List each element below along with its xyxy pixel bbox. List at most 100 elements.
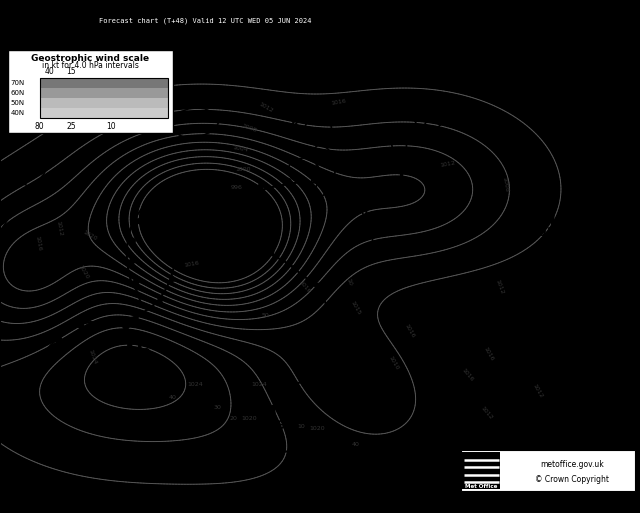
Polygon shape	[311, 176, 320, 183]
Text: L: L	[397, 166, 410, 185]
Text: 15: 15	[67, 67, 76, 76]
Polygon shape	[232, 194, 240, 200]
Text: 1008: 1008	[502, 176, 509, 193]
Text: 1016: 1016	[331, 99, 348, 106]
Text: 1020: 1020	[81, 230, 98, 242]
Text: 1016: 1016	[460, 367, 474, 382]
Text: metoffice.gov.uk: metoffice.gov.uk	[540, 460, 604, 469]
Text: H: H	[126, 332, 143, 352]
Text: 1008: 1008	[241, 123, 258, 133]
Polygon shape	[22, 373, 32, 381]
Polygon shape	[257, 184, 265, 190]
Text: Geostrophic wind scale: Geostrophic wind scale	[31, 54, 149, 63]
Text: 1015: 1015	[349, 300, 361, 316]
Polygon shape	[325, 329, 335, 338]
Polygon shape	[54, 336, 63, 343]
Text: 1007: 1007	[386, 180, 420, 193]
Text: 1016: 1016	[35, 235, 42, 252]
Text: 40N: 40N	[10, 110, 24, 116]
Polygon shape	[75, 323, 84, 330]
Bar	[462, 452, 500, 489]
Text: 1016: 1016	[297, 280, 311, 295]
Text: 1020: 1020	[242, 416, 257, 421]
Text: 996: 996	[231, 185, 243, 190]
Text: 1000: 1000	[236, 167, 251, 172]
Polygon shape	[122, 325, 131, 332]
Text: 1012: 1012	[532, 383, 543, 399]
Polygon shape	[128, 238, 136, 244]
Text: 20: 20	[230, 416, 237, 421]
Text: 1010: 1010	[388, 354, 399, 371]
Bar	[40, 108, 168, 118]
Polygon shape	[339, 182, 347, 188]
Text: 1029: 1029	[117, 347, 152, 360]
Text: H: H	[260, 404, 277, 424]
Text: 1016: 1016	[404, 323, 415, 339]
Text: L: L	[339, 345, 352, 365]
Text: 1016: 1016	[483, 346, 494, 362]
Polygon shape	[129, 315, 139, 323]
Bar	[0, 0, 640, 41]
Text: 10: 10	[345, 278, 353, 287]
Bar	[40, 78, 168, 88]
Text: H: H	[555, 250, 572, 270]
Text: 50N: 50N	[10, 100, 24, 106]
Text: 60N: 60N	[10, 90, 24, 96]
Polygon shape	[37, 354, 47, 361]
Text: 987: 987	[205, 236, 230, 250]
Polygon shape	[237, 446, 244, 452]
Text: L: L	[189, 181, 202, 201]
Text: 25: 25	[67, 122, 77, 131]
Polygon shape	[177, 251, 186, 259]
Polygon shape	[148, 200, 156, 206]
Text: 50: 50	[262, 313, 269, 318]
Text: 1012: 1012	[479, 405, 493, 421]
Text: Forecast chart (T+48) Valid 12 UTC WED 05 JUN 2024: Forecast chart (T+48) Valid 12 UTC WED 0…	[99, 18, 311, 24]
Polygon shape	[154, 298, 164, 305]
Polygon shape	[300, 375, 310, 383]
Text: Met Office: Met Office	[465, 484, 497, 489]
Text: H: H	[427, 320, 444, 339]
Text: 1004: 1004	[232, 145, 248, 152]
Text: 1024: 1024	[188, 382, 203, 387]
Polygon shape	[266, 248, 275, 256]
Text: in kt for 4.0 hPa intervals: in kt for 4.0 hPa intervals	[42, 61, 139, 70]
Polygon shape	[186, 227, 195, 235]
Bar	[8, 50, 173, 133]
Polygon shape	[99, 322, 110, 329]
Polygon shape	[127, 258, 135, 265]
Text: 1019: 1019	[418, 334, 452, 347]
Text: 40: 40	[169, 395, 177, 400]
Polygon shape	[316, 353, 326, 361]
Text: 10: 10	[106, 122, 116, 131]
Text: 1012: 1012	[56, 220, 63, 236]
Text: 1020: 1020	[309, 426, 324, 431]
Polygon shape	[291, 264, 300, 272]
Text: 1012: 1012	[494, 279, 504, 295]
Bar	[461, 450, 635, 491]
Text: 10: 10	[297, 424, 305, 429]
Polygon shape	[188, 192, 195, 198]
Text: 30: 30	[214, 405, 221, 410]
Text: 1013: 1013	[328, 360, 363, 373]
Polygon shape	[132, 279, 140, 285]
Text: L: L	[37, 250, 50, 270]
Text: 1012: 1012	[440, 161, 456, 168]
Polygon shape	[246, 232, 255, 240]
Text: 1024: 1024	[88, 348, 98, 365]
Text: 1013: 1013	[530, 226, 564, 240]
Text: 992: 992	[182, 195, 208, 209]
Text: 70N: 70N	[10, 81, 24, 86]
Bar	[0, 41, 640, 494]
Text: 40: 40	[45, 67, 54, 76]
Polygon shape	[12, 394, 21, 402]
Polygon shape	[167, 188, 175, 194]
Polygon shape	[134, 218, 142, 224]
Polygon shape	[312, 283, 322, 290]
Text: 1012: 1012	[546, 265, 580, 278]
Bar	[40, 78, 168, 118]
Text: 1019: 1019	[252, 419, 286, 432]
Polygon shape	[195, 204, 205, 212]
Polygon shape	[362, 196, 369, 202]
Polygon shape	[232, 210, 242, 219]
